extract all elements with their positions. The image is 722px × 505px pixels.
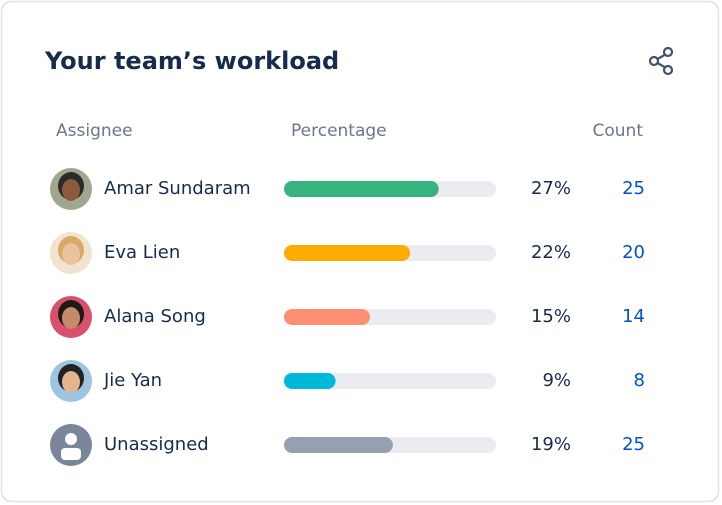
avatar <box>50 232 92 274</box>
count[interactable]: 14 <box>622 306 645 327</box>
percentage-label: 19% <box>531 434 571 455</box>
count[interactable]: 20 <box>622 242 645 263</box>
assignee-name: Jie Yan <box>103 370 162 391</box>
bar <box>284 373 336 389</box>
assignee-name: Eva Lien <box>104 242 180 263</box>
column-header: Count <box>593 121 644 141</box>
avatar <box>50 360 92 402</box>
percentage-label: 27% <box>531 178 571 199</box>
count[interactable]: 25 <box>622 434 645 455</box>
bar <box>284 309 370 325</box>
count[interactable]: 8 <box>634 370 645 391</box>
bar <box>284 181 439 197</box>
avatar-body <box>61 448 81 460</box>
avatar-face <box>62 371 80 393</box>
assignee-name: Unassigned <box>104 434 209 455</box>
avatar-head <box>65 433 77 445</box>
bar <box>284 245 411 261</box>
percentage-label: 22% <box>531 242 571 263</box>
column-header: Percentage <box>291 121 387 141</box>
avatar-face <box>62 179 80 201</box>
avatar <box>50 424 92 466</box>
avatar-face <box>62 243 80 265</box>
title: Your team’s workload <box>44 47 339 75</box>
avatar-face <box>62 307 80 329</box>
percentage-label: 15% <box>531 306 571 327</box>
share-button[interactable] <box>648 46 674 76</box>
avatar <box>50 296 92 338</box>
count[interactable]: 25 <box>622 178 645 199</box>
bar <box>284 437 393 453</box>
avatar <box>50 168 92 210</box>
bar-track <box>284 373 496 389</box>
column-header: Assignee <box>56 121 133 141</box>
assignee-name: Amar Sundaram <box>104 178 251 199</box>
percentage-label: 9% <box>542 370 571 391</box>
assignee-name: Alana Song <box>104 306 206 327</box>
